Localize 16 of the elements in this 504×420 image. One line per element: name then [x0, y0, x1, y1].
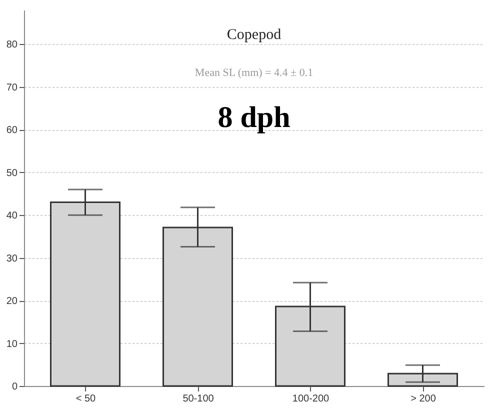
x-tick-label: 100-200 [292, 394, 330, 404]
x-tick-label: < 50 [76, 394, 96, 404]
y-tick-label: 60 [6, 125, 18, 136]
annotation: Mean SL (mm) = 4.4 ± 0.1 [194, 67, 314, 79]
y-tick-label: 20 [6, 296, 18, 308]
y-tick-label: 0 [12, 382, 18, 392]
text: Copepod [226, 27, 282, 43]
y-tick-label: 30 [6, 253, 18, 264]
y-tick-label: 10 [6, 338, 18, 350]
y-tick-label: 80 [6, 40, 18, 51]
y-tick-label: 50 [6, 168, 18, 179]
y-tick-label: 70 [6, 82, 18, 94]
annotation: 8 dph [218, 101, 291, 134]
x-tick-label: > 200 [410, 394, 436, 404]
x-tick-label: 50-100 [182, 394, 214, 404]
y-tick-label: 40 [6, 210, 18, 222]
